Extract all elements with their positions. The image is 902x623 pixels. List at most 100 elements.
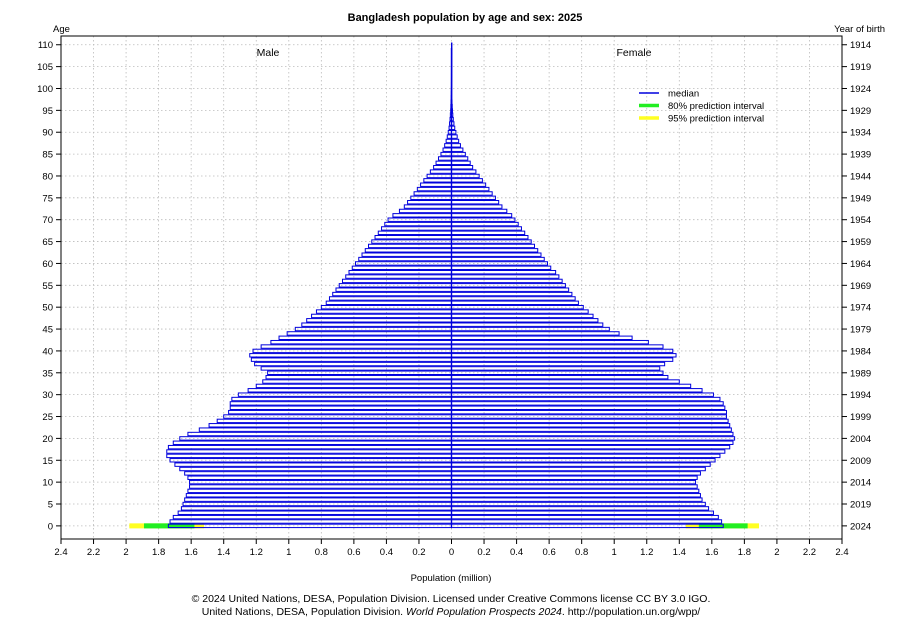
x-tick-label: 1.4 bbox=[673, 547, 686, 558]
female-bar-age-16 bbox=[451, 453, 721, 459]
female-bar-age-27 bbox=[451, 405, 726, 410]
male-bar-age-49 bbox=[315, 309, 452, 314]
axis-ticks: 2.4 2.2 2 1.8 1.6 1.4 1.2 1 0.8 0.6 0.4 0.2 0 0.2 0.4 0… bbox=[37, 40, 871, 558]
female-bar-age-68 bbox=[451, 226, 522, 231]
male-bar-age-52 bbox=[328, 296, 452, 301]
male-bar-age-78 bbox=[420, 182, 453, 187]
female-bar-age-69 bbox=[451, 221, 519, 227]
age-tick-label: 0 bbox=[48, 521, 53, 532]
x-tick-label: 1.6 bbox=[185, 547, 198, 558]
male-bar-age-88 bbox=[445, 138, 452, 144]
x-tick-label: 2.4 bbox=[835, 547, 848, 558]
male-bar-age-55 bbox=[338, 283, 453, 288]
female-bar-age-61 bbox=[451, 256, 545, 262]
female-bar-age-2 bbox=[451, 514, 719, 520]
male-bar-age-84 bbox=[437, 156, 453, 161]
female-bar-age-11 bbox=[451, 475, 698, 480]
female-bar-age-72 bbox=[451, 208, 508, 214]
female-bar-age-21 bbox=[451, 431, 734, 437]
age-tick-label: 100 bbox=[37, 84, 53, 95]
age-tick-label: 35 bbox=[42, 368, 53, 379]
age-tick-label: 110 bbox=[38, 40, 53, 51]
female-bar-age-56 bbox=[451, 278, 563, 284]
male-bar-age-86 bbox=[442, 147, 452, 152]
age-tick-label: 90 bbox=[42, 128, 53, 139]
birth-year-tick-label: 1964 bbox=[850, 259, 871, 270]
birth-year-tick-label: 2024 bbox=[850, 521, 871, 532]
birth-year-tick-label: 1934 bbox=[850, 128, 871, 139]
female-bar-age-9 bbox=[451, 484, 698, 489]
female-bar-age-78 bbox=[451, 182, 487, 187]
male-bar-age-44 bbox=[286, 331, 452, 336]
female-bar-age-18 bbox=[451, 444, 731, 450]
male-bar-age-36 bbox=[260, 366, 452, 371]
female-bar-age-58 bbox=[451, 269, 557, 275]
female-bar-age-22 bbox=[451, 427, 732, 432]
female-bar-age-82 bbox=[451, 165, 474, 170]
male-bar-age-4 bbox=[180, 506, 452, 511]
birth-year-tick-label: 1979 bbox=[850, 325, 871, 336]
birth-year-tick-label: 1944 bbox=[850, 171, 871, 182]
male-bar-age-18 bbox=[167, 444, 452, 450]
female-bar-age-17 bbox=[451, 449, 726, 454]
source-title: World Population Prospects 2024 bbox=[406, 606, 562, 618]
birth-year-tick-label: 2004 bbox=[850, 434, 871, 445]
male-bar-age-73 bbox=[403, 204, 452, 209]
female-bar-age-28 bbox=[451, 401, 724, 406]
female-bar-age-73 bbox=[451, 204, 503, 209]
female-bar-age-79 bbox=[451, 178, 483, 183]
legend-label: median bbox=[668, 89, 699, 100]
age-tick-label: 50 bbox=[42, 303, 53, 314]
female-bar-age-26 bbox=[451, 409, 727, 415]
female-bar-age-6 bbox=[451, 497, 703, 502]
male-bar-age-22 bbox=[198, 427, 452, 432]
age-tick-label: 55 bbox=[42, 281, 53, 292]
age-tick-label: 65 bbox=[42, 237, 53, 248]
birth-year-tick-label: 1989 bbox=[850, 368, 871, 379]
female-bar-age-32 bbox=[451, 383, 692, 389]
female-bar-age-48 bbox=[451, 313, 594, 319]
age-tick-label: 70 bbox=[42, 215, 53, 226]
male-bar-age-59 bbox=[351, 265, 453, 271]
female-bar-age-64 bbox=[451, 243, 535, 249]
male-bar-age-11 bbox=[187, 475, 452, 480]
female-bar-age-33 bbox=[451, 379, 680, 384]
female-bar-age-54 bbox=[451, 287, 570, 292]
chart-title: Bangladesh population by age and sex: 20… bbox=[348, 12, 583, 24]
age-tick-label: 75 bbox=[42, 193, 53, 204]
x-tick-label: 2 bbox=[774, 547, 779, 558]
age-tick-label: 45 bbox=[42, 325, 53, 336]
female-bar-age-49 bbox=[451, 309, 589, 314]
male-bar-age-65 bbox=[371, 239, 452, 244]
female-side-label: Female bbox=[616, 47, 651, 59]
x-tick-label: 1.6 bbox=[705, 547, 718, 558]
male-bar-age-87 bbox=[444, 143, 453, 148]
male-bar-age-53 bbox=[332, 291, 453, 297]
male-bar-age-29 bbox=[231, 396, 452, 402]
x-tick-label: 1.8 bbox=[738, 547, 751, 558]
age-tick-label: 10 bbox=[42, 478, 53, 489]
male-bar-age-79 bbox=[423, 178, 452, 183]
female-bar-age-59 bbox=[451, 265, 552, 271]
female-bar-age-52 bbox=[451, 296, 576, 301]
female-bar-age-88 bbox=[451, 138, 460, 144]
female-bar-age-44 bbox=[451, 331, 620, 336]
male-bar-age-58 bbox=[348, 269, 452, 275]
male-bar-age-72 bbox=[398, 208, 452, 214]
male-bar-age-3 bbox=[177, 510, 452, 515]
female-bar-age-39 bbox=[451, 353, 677, 358]
age-tick-label: 85 bbox=[42, 150, 53, 161]
x-tick-label: 2.2 bbox=[803, 547, 816, 558]
x-tick-label: 0.4 bbox=[510, 547, 523, 558]
male-bar-age-46 bbox=[301, 322, 452, 327]
male-bar-age-56 bbox=[341, 278, 452, 284]
female-bar-age-83 bbox=[451, 160, 471, 166]
birth-year-tick-label: 1999 bbox=[850, 412, 871, 423]
male-bar-age-8 bbox=[187, 488, 452, 494]
male-bar-age-48 bbox=[311, 313, 452, 319]
male-bar-age-17 bbox=[166, 449, 453, 454]
female-bar-age-71 bbox=[451, 213, 513, 218]
birth-year-tick-label: 1959 bbox=[850, 237, 871, 248]
age-tick-label: 30 bbox=[42, 390, 53, 401]
x-tick-label: 0.8 bbox=[575, 547, 588, 558]
